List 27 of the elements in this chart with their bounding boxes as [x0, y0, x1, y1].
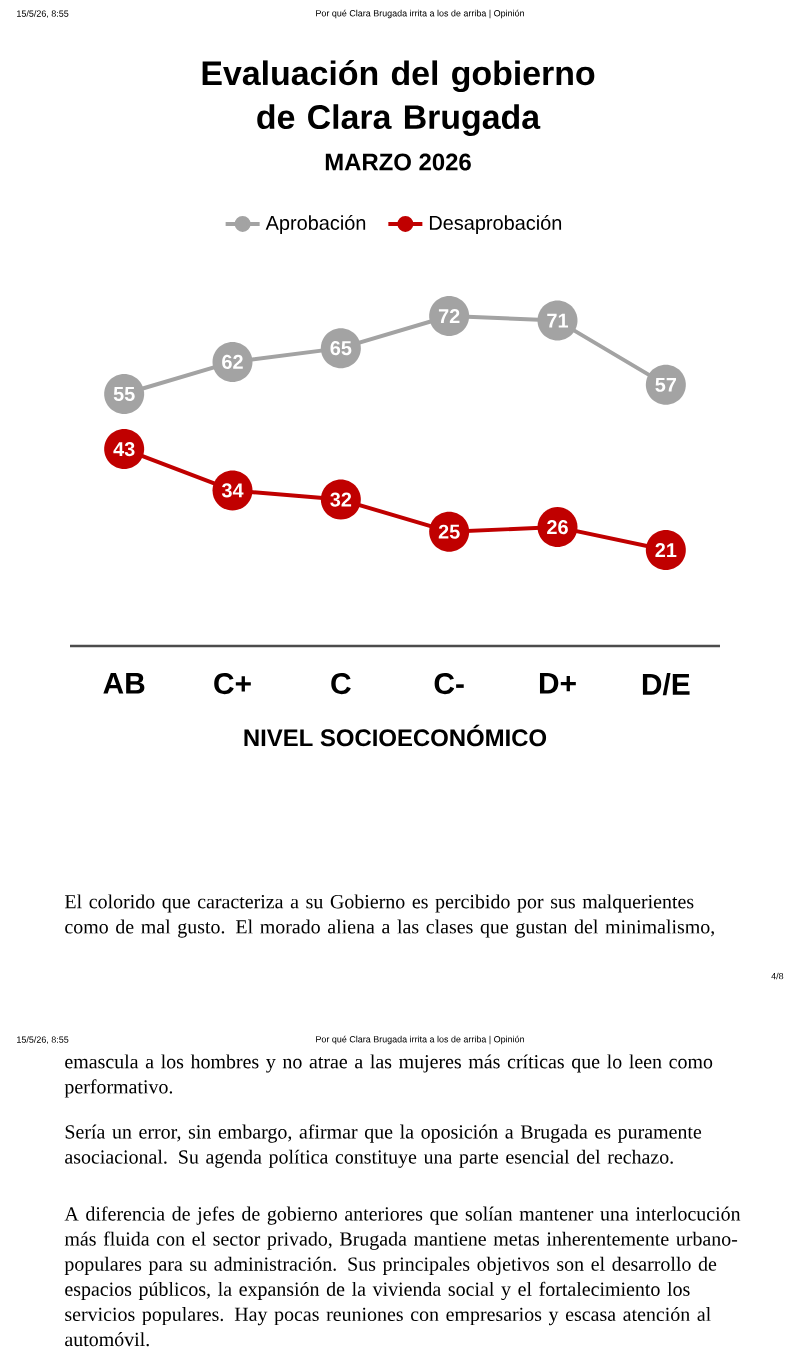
data-label: 43	[113, 442, 135, 457]
data-label: 55	[113, 387, 135, 401]
chart-title: Evaluación del gobierno de Clara Brugada	[202, 60, 595, 136]
legend-label: Desaprobación	[429, 215, 562, 234]
chart-subtitle: MARZO 2026	[325, 153, 471, 171]
x-tick-label: D/E	[642, 672, 690, 696]
text: emascula a los hombres y no atrae a las mujeres más críticas que lo leen como performativo.	[64, 1054, 713, 1098]
text: El colorido que caracteriza a su Gobierno es percibido por sus malquerientes como de mal gusto. El morado aliena a las clases que gustan del minimalismo,	[64, 894, 714, 938]
x-tick-label: D+	[539, 672, 576, 694]
text: Sería un error, sin embargo, afirmar que la oposición a Brugada es puramente asociacional. Su agenda política constituye una parte esencial del rechazo.	[65, 1124, 702, 1168]
x-tick-label: C+	[214, 672, 251, 695]
x-tick-label: C-	[434, 672, 464, 695]
x-tick-label: C	[331, 672, 351, 695]
text: A diferencia de jefes de gobierno anteriores que solían mantener una interlocución más fluida con el sector privado, Brugada mantiene metas inherentemente urbano-populares para su administración. Sus principales objetivos son el desarrollo de espacios públicos, la expansión de la vivienda social y el fortalecimiento los servicios populares. Hay pocas reuniones con empresarios y escasa atención al automóvil.	[64, 1206, 741, 1347]
legend-label: Aprobación	[265, 215, 366, 234]
data-label: 65	[330, 341, 352, 356]
data-label: 25	[438, 524, 460, 539]
data-label: 32	[330, 492, 352, 507]
data-label: 72	[438, 309, 460, 323]
data-label: 26	[547, 520, 568, 535]
data-label: 21	[655, 543, 677, 557]
x-axis-title: NIVEL SOCIOECONÓMICO	[244, 724, 547, 747]
data-label: 62	[222, 354, 243, 369]
data-label: 57	[655, 377, 677, 392]
data-label: 71	[547, 313, 569, 328]
x-tick-label: AB	[103, 672, 145, 694]
data-label: 34	[221, 483, 244, 498]
